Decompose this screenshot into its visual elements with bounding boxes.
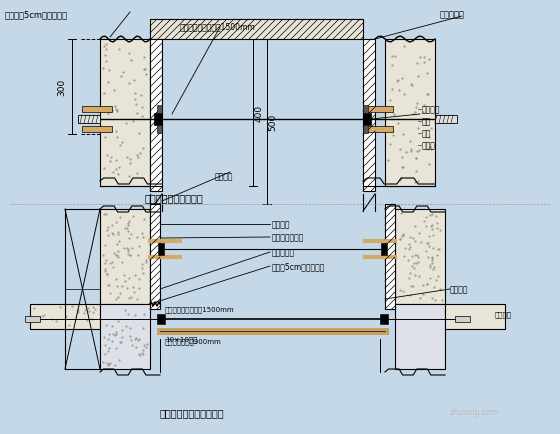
Text: 10×10木方: 10×10木方 xyxy=(165,336,197,342)
Text: 脚手管水平回顶间距1500mm: 脚手管水平回顶间距1500mm xyxy=(180,23,256,31)
Text: 第一道接茬: 第一道接茬 xyxy=(440,10,465,20)
Text: 模板下5cm粘贴密封条: 模板下5cm粘贴密封条 xyxy=(272,262,325,271)
Bar xyxy=(395,210,445,304)
Text: 墙顶下返5cm粘贴密封条: 墙顶下返5cm粘贴密封条 xyxy=(5,10,68,19)
Text: 上层墙体: 上层墙体 xyxy=(272,220,291,229)
Text: 下脚变截: 下脚变截 xyxy=(495,311,512,318)
Text: 500: 500 xyxy=(268,114,278,131)
Bar xyxy=(150,20,363,40)
Bar xyxy=(154,114,162,126)
Text: 图三：墙体大模板支模图: 图三：墙体大模板支模图 xyxy=(160,407,225,417)
Bar xyxy=(363,107,393,113)
Text: 400: 400 xyxy=(254,105,264,122)
Bar xyxy=(363,106,368,114)
Bar xyxy=(380,314,388,324)
Bar xyxy=(455,316,470,322)
Bar xyxy=(100,210,150,304)
Bar xyxy=(82,127,112,133)
Text: 模板下脚: 模板下脚 xyxy=(450,285,469,294)
Bar xyxy=(30,304,100,329)
Text: 下层墙体: 下层墙体 xyxy=(215,172,234,181)
Bar xyxy=(385,204,395,309)
Bar xyxy=(157,106,162,114)
Bar xyxy=(25,316,40,322)
Text: 对拉螺栓: 对拉螺栓 xyxy=(422,105,441,114)
Bar xyxy=(78,116,100,124)
Text: 第二道接茬: 第二道接茬 xyxy=(272,248,295,257)
Bar xyxy=(435,116,457,124)
Bar xyxy=(363,127,393,133)
Text: 300: 300 xyxy=(57,79,66,96)
Bar xyxy=(150,40,162,191)
Bar xyxy=(385,40,435,187)
Bar xyxy=(157,126,162,134)
Bar xyxy=(158,243,164,256)
Text: 次楞: 次楞 xyxy=(422,129,431,138)
Text: 图二：顶板侧模支模图: 图二：顶板侧模支模图 xyxy=(145,193,204,203)
Bar xyxy=(100,40,150,187)
Text: 墙体全钢大模板: 墙体全钢大模板 xyxy=(272,233,305,242)
Bar xyxy=(150,204,160,309)
Bar xyxy=(363,126,368,134)
Bar xyxy=(395,304,445,369)
Text: 主楞: 主楞 xyxy=(422,117,431,126)
Bar xyxy=(363,40,375,191)
Bar xyxy=(445,304,505,329)
Bar xyxy=(157,314,165,324)
Text: 脚手管立杆间距900mm: 脚手管立杆间距900mm xyxy=(165,338,222,345)
Bar xyxy=(100,304,150,369)
Bar xyxy=(82,107,112,113)
Bar xyxy=(381,243,387,256)
Text: 脚手管水平间距间距1500mm: 脚手管水平间距间距1500mm xyxy=(165,306,235,312)
Text: 多层板: 多层板 xyxy=(422,141,436,150)
Text: zhulong.com: zhulong.com xyxy=(450,408,499,417)
Bar xyxy=(363,114,371,126)
